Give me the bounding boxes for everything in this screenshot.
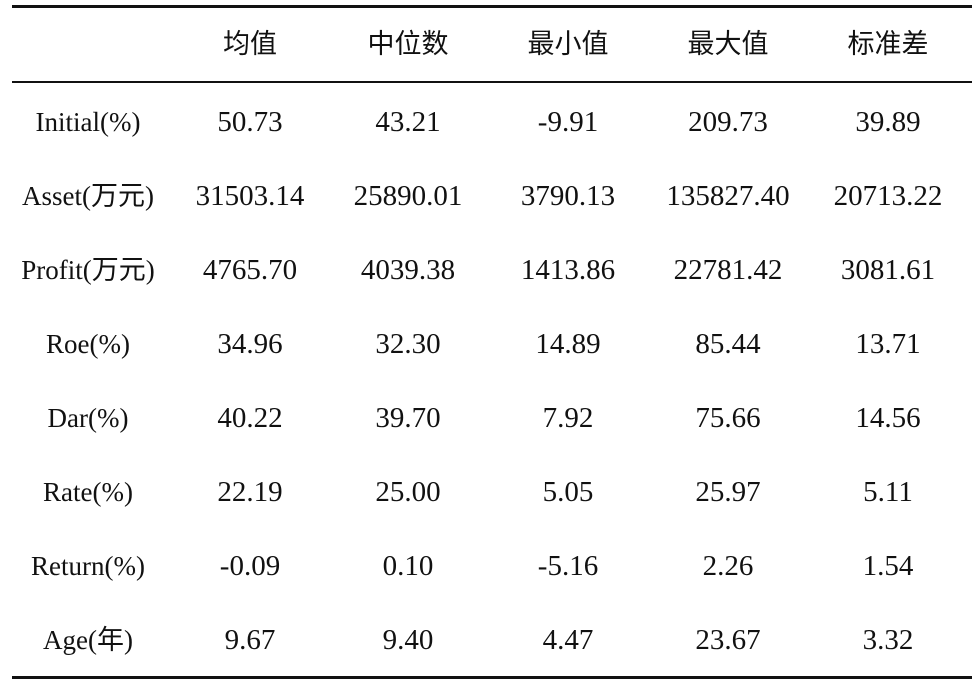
table-cell: 13.71	[855, 328, 921, 360]
table-cell: 23.67	[695, 624, 761, 656]
table-cell: 40.22	[217, 402, 283, 434]
table-cell: 1413.86	[520, 254, 616, 286]
header-rule	[12, 81, 972, 83]
row-label: Rate(%)	[43, 477, 133, 507]
table-cell: 209.73	[688, 106, 768, 138]
table-cell: 2.26	[702, 550, 754, 582]
table-cell: 3790.13	[520, 180, 616, 212]
table-cell: 9.40	[382, 624, 434, 656]
column-header: 均值	[223, 29, 277, 60]
table-cell: 25890.01	[353, 180, 463, 212]
table-cell: 14.89	[535, 328, 601, 360]
table-cell: 39.89	[855, 106, 921, 138]
table-cell: 20713.22	[833, 180, 943, 212]
table-cell: 22781.42	[673, 254, 783, 286]
table-cell: 7.92	[542, 402, 594, 434]
table-cell: 22.19	[217, 476, 283, 508]
table-cell: 1.54	[862, 550, 914, 582]
table-cell: 50.73	[217, 106, 283, 138]
table-cell: -5.16	[537, 550, 599, 582]
table-cell: 85.44	[695, 328, 761, 360]
table-cell: 32.30	[375, 328, 441, 360]
table-cell: 25.00	[375, 476, 441, 508]
table-cell: 4.47	[542, 624, 594, 656]
row-label: Age(年)	[43, 625, 133, 655]
column-header: 最大值	[687, 29, 769, 60]
bottom-rule	[12, 676, 972, 679]
table-cell: 4765.70	[202, 254, 298, 286]
table-cell: 31503.14	[195, 180, 305, 212]
table-cell: 5.11	[863, 476, 913, 508]
table-cell: -9.91	[537, 106, 599, 138]
column-header: 中位数	[367, 29, 449, 60]
table-cell: 0.10	[382, 550, 434, 582]
table-cell: 75.66	[695, 402, 761, 434]
row-label: Asset(万元)	[22, 181, 154, 211]
row-label: Profit(万元)	[21, 255, 155, 285]
row-label: Initial(%)	[35, 107, 141, 137]
table-cell: 3.32	[862, 624, 914, 656]
row-label: Roe(%)	[46, 329, 130, 359]
table-cell: 5.05	[542, 476, 594, 508]
table-cell: -0.09	[219, 550, 281, 582]
table-cell: 4039.38	[360, 254, 456, 286]
column-header: 最小值	[527, 29, 609, 60]
column-header: 标准差	[847, 29, 929, 60]
table-cell: 43.21	[375, 106, 441, 138]
table-cell: 25.97	[695, 476, 761, 508]
row-label: Dar(%)	[47, 403, 129, 433]
table-cell: 135827.40	[666, 180, 790, 212]
top-rule	[12, 5, 972, 8]
table-cell: 39.70	[375, 402, 441, 434]
table-cell: 34.96	[217, 328, 283, 360]
table-cell: 14.56	[855, 402, 921, 434]
row-label: Return(%)	[31, 551, 145, 581]
table-cell: 3081.61	[840, 254, 936, 286]
table-cell: 9.67	[224, 624, 276, 656]
